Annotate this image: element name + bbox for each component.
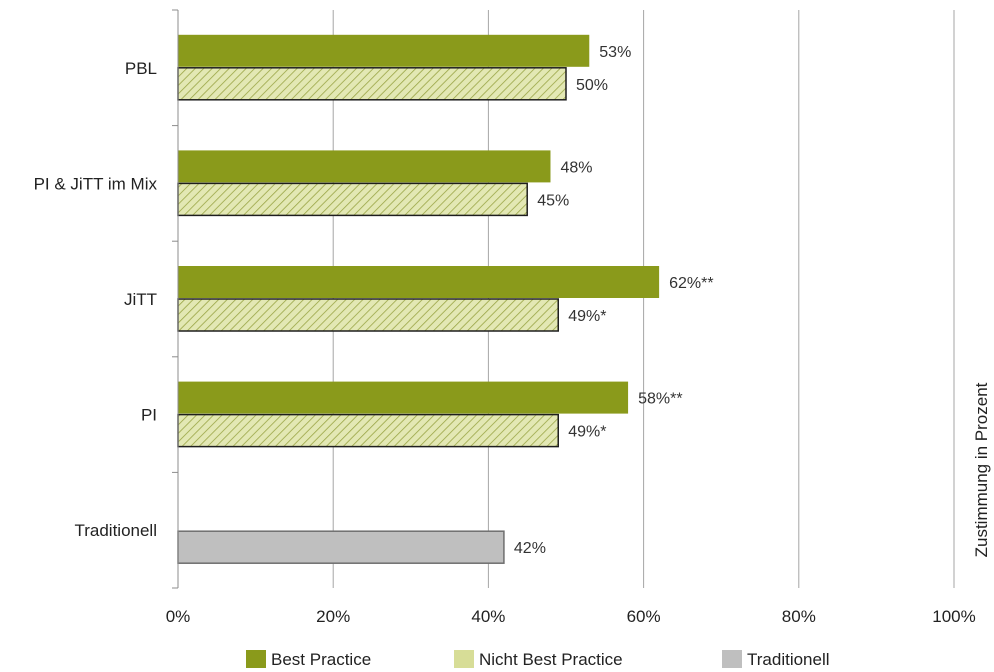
category-label: JiTT: [124, 290, 157, 309]
x-tick-label: 40%: [471, 607, 505, 626]
bar-best-practice: [178, 34, 590, 67]
legend-label: Nicht Best Practice: [479, 650, 623, 669]
x-tick-label: 80%: [782, 607, 816, 626]
x-tick-label: 0%: [166, 607, 191, 626]
x-tick-label: 100%: [932, 607, 975, 626]
data-label: 48%: [560, 159, 592, 176]
data-label: 58%**: [638, 391, 682, 408]
bar-best-practice: [178, 150, 551, 183]
x-tick-label: 60%: [627, 607, 661, 626]
data-label: 42%: [514, 540, 546, 557]
data-labels: 53% 50% 48% 45% 62%** 49%* 58%** 49%* 42%: [514, 44, 714, 557]
bar-traditionell: [177, 530, 505, 564]
gridlines: [332, 10, 955, 588]
category-label: Traditionell: [74, 521, 157, 540]
bar-nicht-best-practice: [177, 67, 567, 101]
bar-nicht-best-practice: [177, 298, 559, 332]
category-label: PBL: [125, 59, 157, 78]
bar-best-practice: [178, 381, 629, 414]
data-label: 49%*: [568, 308, 606, 325]
bar-nicht-best-practice: [177, 182, 528, 217]
legend-swatch: [246, 650, 266, 668]
bars: [177, 34, 660, 564]
legend-label: Traditionell: [747, 650, 830, 669]
x-tick-label: 20%: [316, 607, 350, 626]
data-label: 53%: [599, 44, 631, 61]
bar-best-practice: [178, 266, 660, 298]
bar-nicht-best-practice: [177, 413, 559, 448]
category-label: PI & JiTT im Mix: [34, 174, 158, 193]
legend-swatch: [454, 650, 474, 668]
legend-label: Best Practice: [271, 650, 371, 669]
data-label: 50%: [576, 77, 608, 94]
data-label: 62%**: [669, 275, 713, 292]
right-axis-title: Zustimmung in Prozent: [972, 382, 991, 557]
data-label: 45%: [537, 192, 569, 209]
data-label: 49%*: [568, 424, 606, 441]
legend: Best Practice Nicht Best Practice Traditio…: [246, 650, 830, 669]
axes: 0% 20% 40% 60% 80% 100% PBL PI & JiTT im Mix JiT…: [34, 9, 976, 626]
legend-swatch: [722, 650, 742, 668]
category-label: PI: [141, 406, 157, 425]
